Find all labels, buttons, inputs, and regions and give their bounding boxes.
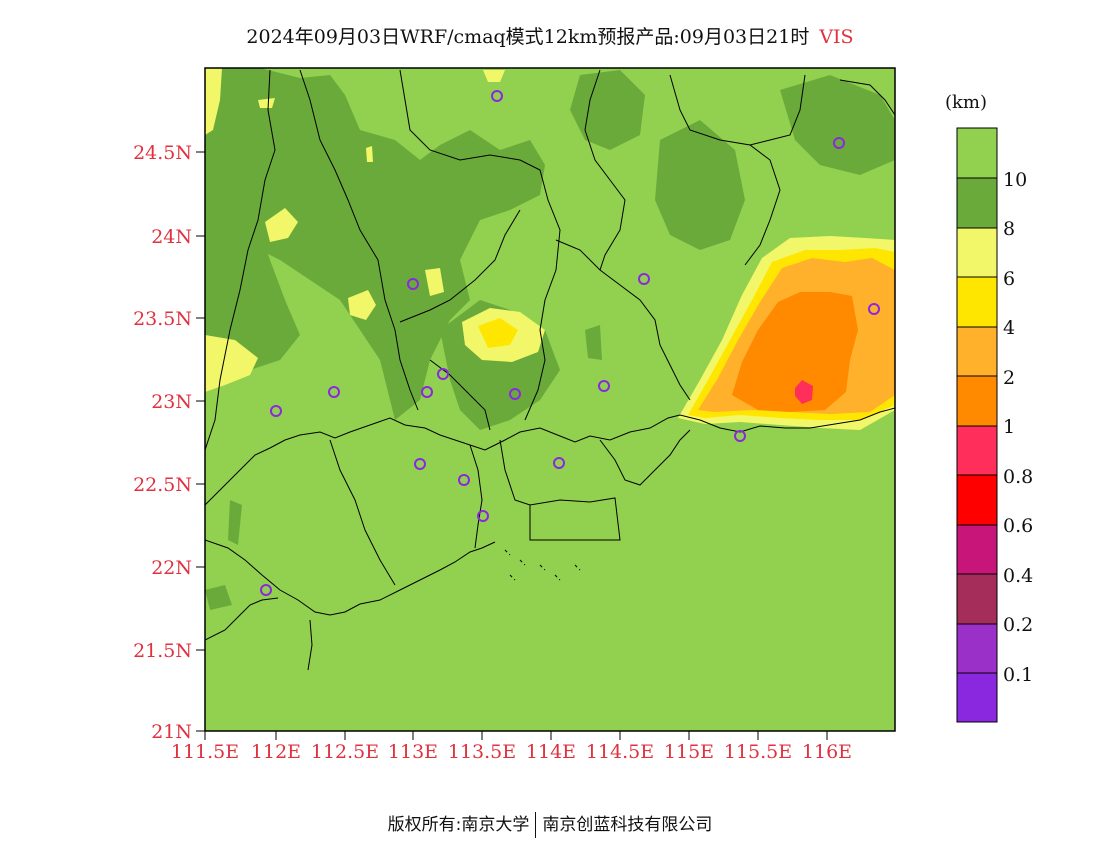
city-marker — [509, 388, 521, 400]
city-marker — [458, 474, 470, 486]
colorbar-swatch — [957, 376, 997, 426]
colorbar: (km) 10 8 6 4 2 1 0.8 0.6 0.4 0.2 0.1 — [945, 92, 1033, 723]
city-marker — [414, 458, 426, 470]
colorbar-unit: (km) — [945, 92, 987, 113]
colorbar-label: 6 — [1003, 268, 1015, 290]
copyright-owner: 版权所有:南京大学 — [387, 815, 530, 835]
colorbar-label: 1 — [1003, 416, 1015, 438]
x-tick-label: 111.5E — [171, 741, 239, 763]
city-marker — [421, 386, 433, 398]
colorbar-swatch — [957, 525, 997, 574]
x-tick-label: 112E — [251, 741, 301, 763]
y-tick-label: 24.5N — [133, 142, 192, 164]
colorbar-label: 2 — [1003, 367, 1015, 389]
y-tick-label: 24N — [151, 226, 192, 248]
x-tick-label: 112.5E — [311, 741, 379, 763]
city-marker — [868, 303, 880, 315]
colorbar-swatch — [957, 624, 997, 673]
colorbar-swatch — [957, 574, 997, 624]
x-tick-label: 114.5E — [586, 741, 654, 763]
city-marker — [491, 90, 503, 102]
city-marker — [638, 273, 650, 285]
colorbar-label: 10 — [1003, 169, 1027, 191]
y-tick-label: 23.5N — [133, 308, 192, 330]
map-title: 2024年09月03日WRF/cmaq模式12km预报产品:09月03日21时 V… — [0, 22, 1100, 49]
colorbar-swatch — [957, 277, 997, 327]
east-band-08-1km — [795, 380, 813, 404]
colorbar-label: 0.6 — [1003, 515, 1033, 537]
colorbar-frame — [956, 127, 998, 723]
city-markers — [260, 90, 880, 596]
colorbar-swatch — [957, 475, 997, 525]
colorbar-label: 4 — [1003, 317, 1015, 339]
city-marker — [407, 278, 419, 290]
x-tick-label: 116E — [802, 741, 852, 763]
x-tick-label: 115E — [664, 741, 714, 763]
east-band-1-2km — [732, 292, 858, 412]
x-tick-label: 113.5E — [448, 741, 516, 763]
city-marker — [437, 368, 449, 380]
y-tick-label: 21.5N — [133, 640, 192, 662]
city-marker — [553, 457, 565, 469]
colorbar-swatch — [957, 327, 997, 376]
city-marker — [328, 386, 340, 398]
copyright-company: 南京创蓝科技有限公司 — [542, 815, 713, 835]
colorbar-label: 8 — [1003, 218, 1015, 240]
city-marker — [260, 584, 272, 596]
city-marker — [598, 380, 610, 392]
colorbar-label: 0.4 — [1003, 565, 1033, 587]
colorbar-label: 0.2 — [1003, 614, 1033, 636]
copyright-divider — [535, 812, 537, 838]
city-marker — [833, 137, 845, 149]
colorbar-label: 0.1 — [1003, 664, 1033, 686]
boundaries — [205, 69, 895, 671]
colorbar-swatch — [957, 228, 997, 277]
colorbar-swatch — [957, 128, 997, 178]
y-tick-label: 22.5N — [133, 474, 192, 496]
band-4-6km-west — [478, 318, 518, 348]
y-tick-label: 23N — [151, 391, 192, 413]
x-tick-label: 115.5E — [724, 741, 792, 763]
y-axis: 24.5N 24N 23.5N 23N 22.5N 22N 21.5N 21N — [133, 142, 205, 743]
map-frame — [204, 67, 896, 732]
y-tick-label: 21N — [151, 721, 192, 743]
colorbar-dividers — [957, 177, 997, 674]
colorbar-swatch — [957, 178, 997, 228]
colorbar-swatch — [957, 426, 997, 475]
map-field — [205, 68, 895, 731]
colorbar-swatch — [957, 673, 997, 722]
city-marker — [270, 405, 282, 417]
x-tick-label: 113E — [388, 741, 438, 763]
copyright-footer: 版权所有:南京大学 南京创蓝科技有限公司 — [0, 810, 1100, 838]
city-marker — [477, 510, 489, 522]
band-6-8km — [205, 68, 545, 392]
band-8-10km — [205, 68, 895, 610]
city-marker — [734, 430, 746, 442]
y-tick-label: 22N — [151, 557, 192, 579]
variable-name: VIS — [819, 26, 854, 48]
title-text: 2024年09月03日WRF/cmaq模式12km预报产品:09月03日21时 — [246, 26, 810, 48]
x-axis: 111.5E 112E 112.5E 113E 113.5E 114E 114.… — [171, 731, 852, 763]
colorbar-label: 0.8 — [1003, 466, 1033, 488]
x-tick-label: 114E — [526, 741, 576, 763]
